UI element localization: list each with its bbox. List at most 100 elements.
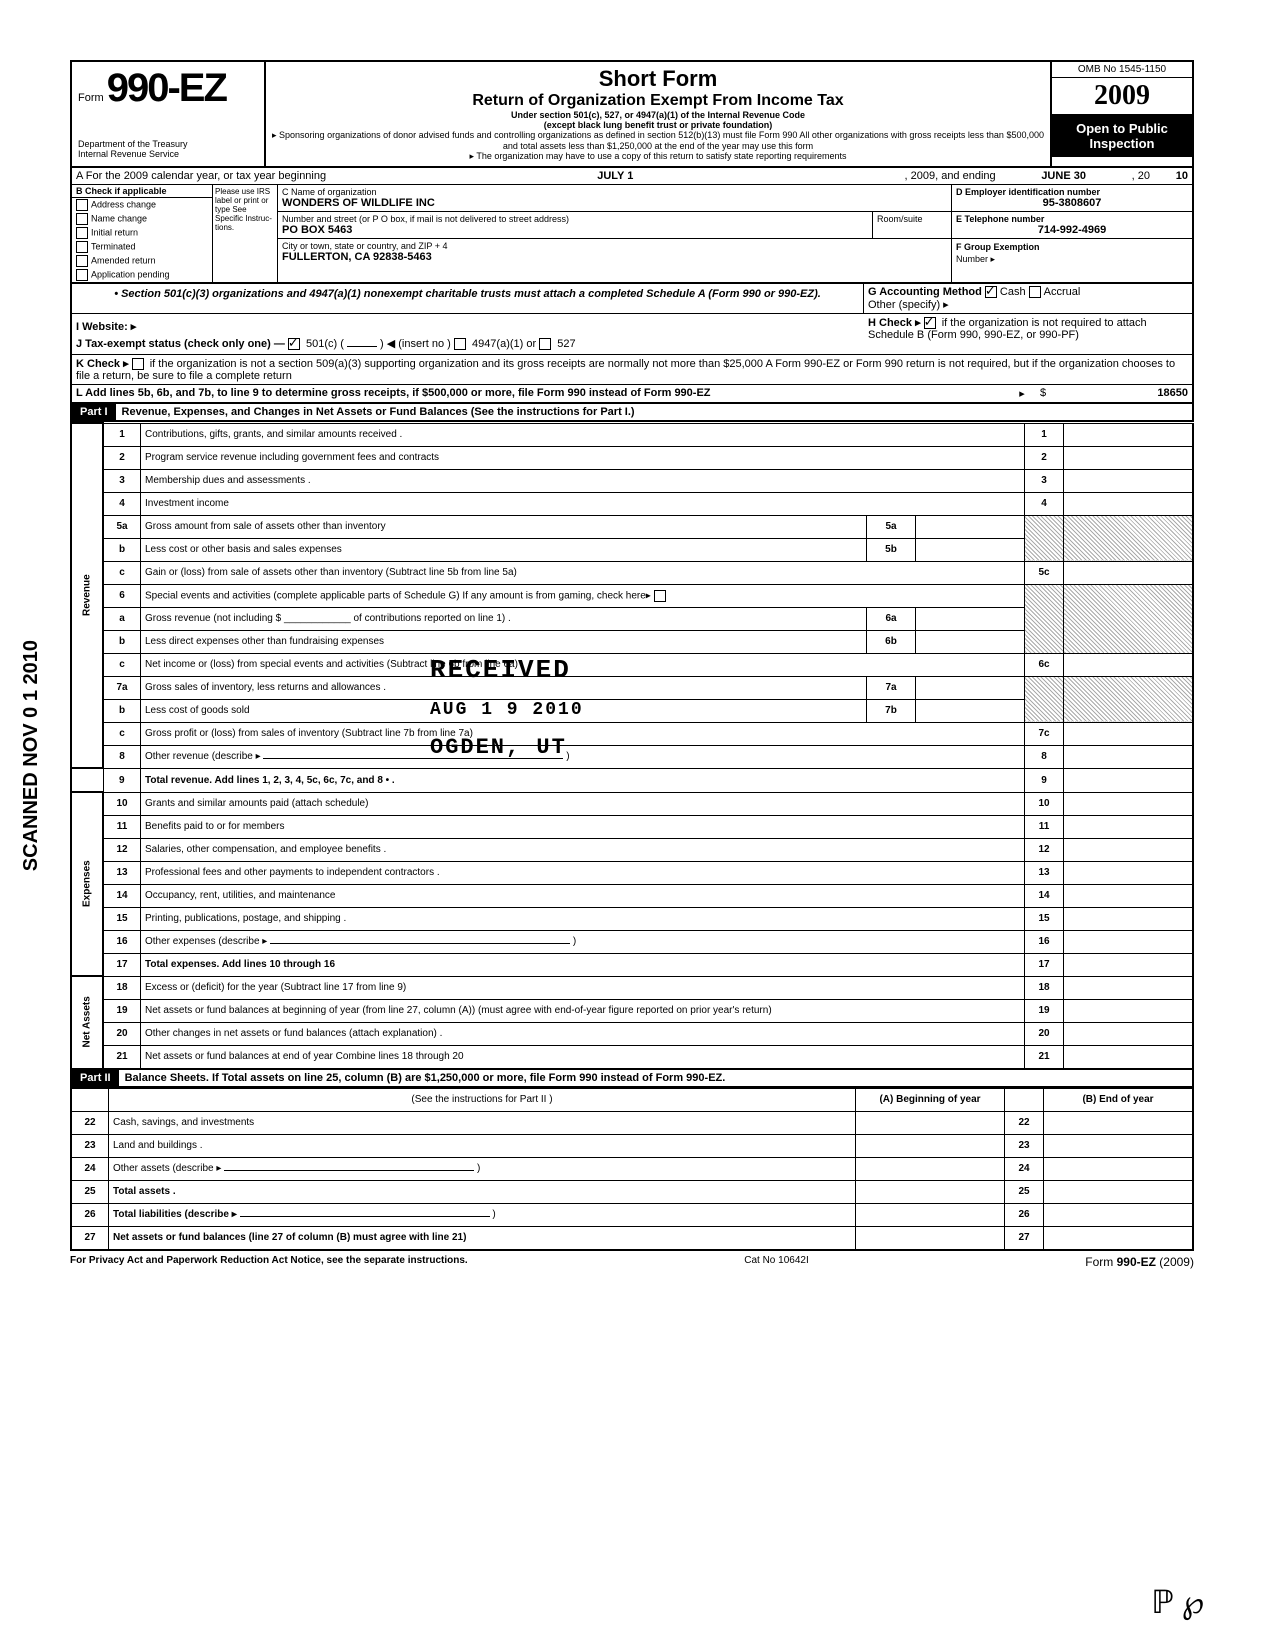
lbl-name-change: Name change	[91, 213, 147, 223]
chk-amended[interactable]	[76, 255, 88, 267]
inspection: Inspection	[1054, 136, 1190, 151]
line24: Other assets (describe ▸ )	[109, 1157, 856, 1180]
line13: Professional fees and other payments to …	[141, 861, 1025, 884]
l-label: L Add lines 5b, 6b, and 7b, to line 9 to…	[76, 387, 711, 399]
k-row: K Check ▸ if the organization is not a s…	[70, 355, 1194, 385]
part2-desc: Balance Sheets. If Total assets on line …	[119, 1070, 1192, 1086]
k-text: if the organization is not a section 509…	[76, 358, 1175, 382]
line7a: Gross sales of inventory, less returns a…	[141, 676, 867, 699]
phone-value: 714-992-4969	[956, 224, 1188, 236]
line6b: Less direct expenses other than fundrais…	[141, 630, 867, 653]
stamp-scanned: SCANNED NOV 0 1 2010	[20, 640, 43, 871]
line16: Other expenses (describe ▸ )	[141, 930, 1025, 953]
period-yr: 10	[1158, 170, 1188, 182]
line4: Investment income	[141, 492, 1025, 515]
line25: Total assets .	[109, 1180, 856, 1203]
period-label: A For the 2009 calendar year, or tax yea…	[76, 170, 326, 182]
line21: Net assets or fund balances at end of ye…	[141, 1045, 1025, 1069]
under-section: Under section 501(c), 527, or 4947(a)(1)…	[272, 110, 1044, 120]
addr-label: Number and street (or P O box, if mail i…	[282, 214, 868, 224]
sponsor-text: ▸ Sponsoring organizations of donor advi…	[272, 130, 1044, 151]
period-mid: , 2009, and ending	[905, 170, 996, 182]
j1: 501(c) (	[306, 338, 344, 350]
k-label: K Check ▸	[76, 358, 129, 370]
line6-text: Special events and activities (complete …	[145, 590, 651, 601]
chk-name-change[interactable]	[76, 213, 88, 225]
line1: Contributions, gifts, grants, and simila…	[141, 423, 1025, 446]
i-website: I Website: ▸	[76, 320, 860, 333]
line9: Total revenue. Add lines 1, 2, 3, 4, 5c,…	[141, 768, 1025, 792]
j2: ) ◀ (insert no )	[380, 338, 451, 350]
chk-initial-return[interactable]	[76, 227, 88, 239]
lbl-accrual: Accrual	[1044, 286, 1081, 298]
chk-gaming[interactable]	[654, 590, 666, 602]
satisfy-text: ▸ The organization may have to use a cop…	[272, 151, 1044, 162]
ijk-block: I Website: ▸ J Tax-exempt status (check …	[70, 314, 1194, 355]
addr-value: PO BOX 5463	[282, 224, 868, 236]
line26: Total liabilities (describe ▸ )	[109, 1203, 856, 1226]
form-number: 990-EZ	[107, 66, 226, 110]
short-form-title: Short Form	[272, 66, 1044, 92]
colB: (B) End of year	[1044, 1088, 1194, 1111]
part1-label: Part I	[72, 404, 116, 420]
city-label: City or town, state or country, and ZIP …	[282, 241, 947, 251]
attach-row: • Section 501(c)(3) organizations and 49…	[70, 284, 1194, 314]
part1-desc: Revenue, Expenses, and Changes in Net As…	[116, 404, 1192, 420]
chk-accrual[interactable]	[1029, 286, 1041, 298]
line23: Land and buildings .	[109, 1134, 856, 1157]
f-label: F Group Exemption	[956, 242, 1040, 252]
room-suite: Room/suite	[873, 212, 951, 238]
line5b: Less cost or other basis and sales expen…	[141, 538, 867, 561]
return-subtitle: Return of Organization Exempt From Incom…	[272, 92, 1044, 110]
line22: Cash, savings, and investments	[109, 1111, 856, 1134]
chk-address-change[interactable]	[76, 199, 88, 211]
except-text: (except black lung benefit trust or priv…	[272, 120, 1044, 130]
e-label: E Telephone number	[956, 214, 1188, 224]
j3: 4947(a)(1) or	[472, 338, 536, 350]
part2-instr: (See the instructions for Part II )	[109, 1088, 856, 1111]
dept-irs: Internal Revenue Service	[78, 149, 258, 159]
lbl-cash: Cash	[1000, 286, 1026, 298]
line7c: Gross profit or (loss) from sales of inv…	[141, 722, 1025, 745]
j4: 527	[557, 338, 575, 350]
line5c: Gain or (loss) from sale of assets other…	[141, 561, 1025, 584]
l-dollar: $	[1036, 385, 1064, 402]
line24-text: Other assets (describe ▸	[113, 1163, 221, 1174]
side-expenses: Expenses	[71, 792, 103, 976]
chk-k[interactable]	[132, 358, 144, 370]
chk-terminated[interactable]	[76, 241, 88, 253]
line27: Net assets or fund balances (line 27 of …	[109, 1226, 856, 1250]
privacy-notice: For Privacy Act and Paperwork Reduction …	[70, 1255, 468, 1269]
line18: Excess or (deficit) for the year (Subtra…	[141, 976, 1025, 999]
line12: Salaries, other compensation, and employ…	[141, 838, 1025, 861]
line11: Benefits paid to or for members	[141, 815, 1025, 838]
form-header: Form 990-EZ Department of the Treasury I…	[70, 60, 1194, 168]
line2: Program service revenue including govern…	[141, 446, 1025, 469]
line6a: Gross revenue (not including $ _________…	[141, 607, 867, 630]
other-specify: Other (specify) ▸	[868, 298, 1188, 311]
line6c: Net income or (loss) from special events…	[141, 653, 1025, 676]
line19: Net assets or fund balances at beginning…	[141, 999, 1025, 1022]
line17: Total expenses. Add lines 10 through 16	[141, 953, 1025, 976]
omb-number: OMB No 1545-1150	[1052, 62, 1192, 78]
lbl-amended: Amended return	[91, 255, 156, 265]
section-bcdef: B Check if applicable Address change Nam…	[70, 185, 1194, 284]
chk-4947[interactable]	[454, 338, 466, 350]
initials: ℙ ℘	[1151, 1583, 1204, 1621]
year-prefix: 20	[1094, 80, 1122, 111]
period-row: A For the 2009 calendar year, or tax yea…	[70, 168, 1194, 185]
period-end: JUNE 30	[1004, 170, 1124, 182]
chk-501c[interactable]	[288, 338, 300, 350]
chk-pending[interactable]	[76, 269, 88, 281]
chk-cash[interactable]	[985, 286, 997, 298]
line14: Occupancy, rent, utilities, and maintena…	[141, 884, 1025, 907]
chk-h[interactable]	[924, 317, 936, 329]
l-row: L Add lines 5b, 6b, and 7b, to line 9 to…	[70, 385, 1194, 404]
lbl-terminated: Terminated	[91, 241, 136, 251]
j-label: J Tax-exempt status (check only one) —	[76, 338, 285, 350]
line7b: Less cost of goods sold	[141, 699, 867, 722]
l-arrow: ▸	[1008, 385, 1036, 402]
chk-527[interactable]	[539, 338, 551, 350]
line16-text: Other expenses (describe ▸	[145, 936, 267, 947]
line5a: Gross amount from sale of assets other t…	[141, 515, 867, 538]
